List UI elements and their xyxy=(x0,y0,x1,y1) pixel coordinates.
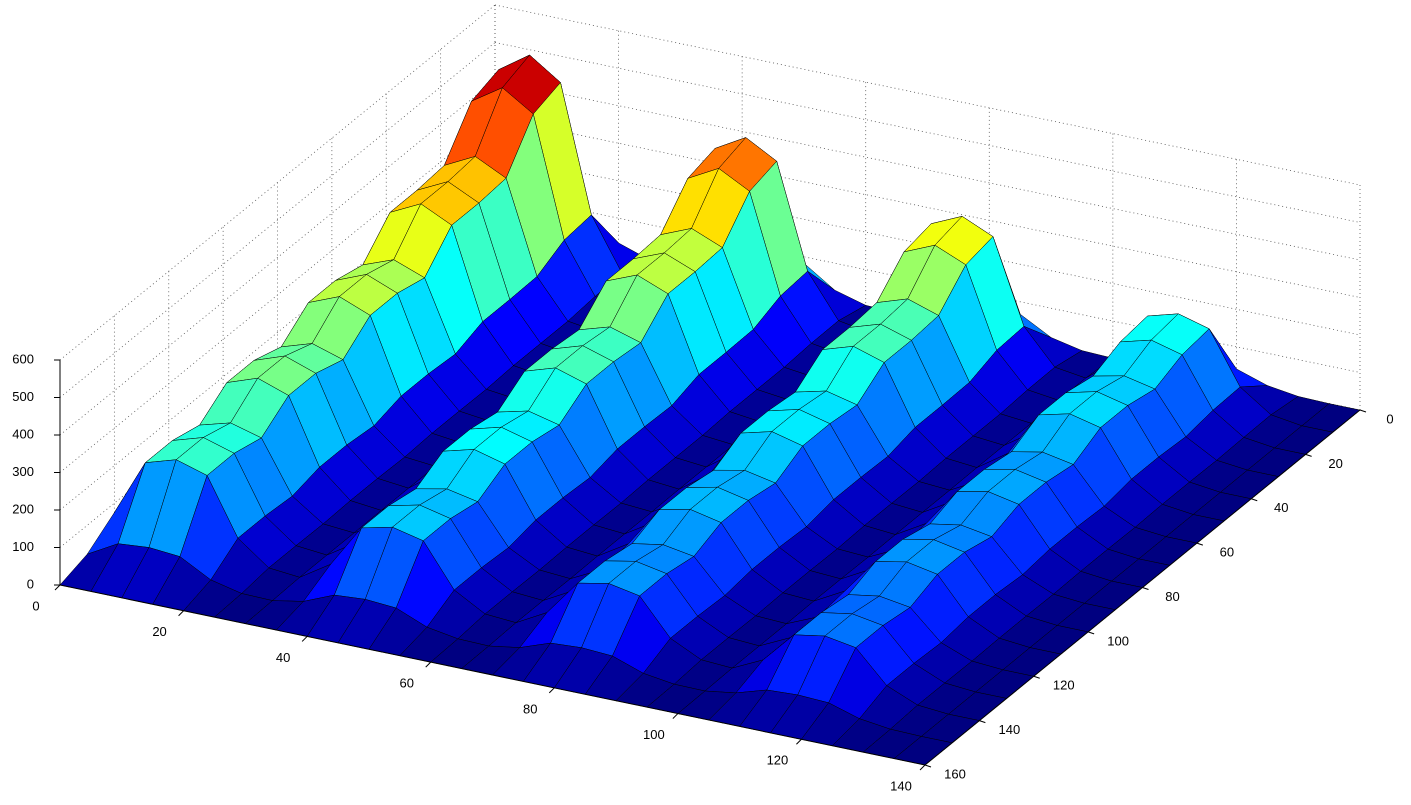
grid-line xyxy=(494,154,1361,336)
grid-line xyxy=(59,4,496,361)
tick-mark xyxy=(1196,542,1204,546)
tick-mark xyxy=(796,738,802,745)
x-tick-label: 120 xyxy=(767,753,789,768)
tick-mark xyxy=(1087,631,1095,635)
tick-mark xyxy=(1033,675,1040,679)
tick-mark xyxy=(54,584,61,591)
grid-line xyxy=(494,79,1361,261)
y-tick-label: 20 xyxy=(1328,456,1342,471)
tick-mark xyxy=(1359,409,1367,413)
z-tick-label: 600 xyxy=(12,351,34,366)
x-tick-label: 80 xyxy=(523,701,537,716)
tick-mark xyxy=(924,764,932,768)
grid-line xyxy=(494,4,1361,186)
z-tick-label: 0 xyxy=(27,576,34,591)
grid-line xyxy=(494,117,1361,298)
grid-line xyxy=(59,154,496,511)
tick-mark xyxy=(672,713,679,719)
x-tick-label: 60 xyxy=(399,676,413,691)
y-tick-label: 40 xyxy=(1274,500,1288,515)
z-tick-label: 400 xyxy=(12,426,34,441)
x-axis xyxy=(59,584,926,766)
y-tick-label: 60 xyxy=(1220,545,1234,560)
y-tick-label: 120 xyxy=(1053,678,1075,693)
y-tick-label: 80 xyxy=(1165,589,1179,604)
x-tick-label: 40 xyxy=(276,650,290,665)
tick-mark xyxy=(301,636,308,642)
z-tick-label: 500 xyxy=(12,389,34,404)
z-tick-label: 100 xyxy=(12,539,34,554)
z-tick-label: 200 xyxy=(12,501,34,516)
tick-mark xyxy=(1142,587,1149,590)
tick-mark xyxy=(548,687,555,694)
tick-mark xyxy=(1305,453,1312,457)
tick-mark xyxy=(425,661,432,668)
tick-mark xyxy=(178,610,184,617)
grid-line xyxy=(59,42,496,398)
tick-mark xyxy=(979,720,986,724)
x-tick-label: 100 xyxy=(643,727,665,742)
y-tick-label: 160 xyxy=(944,766,966,781)
y-tick-label: 0 xyxy=(1386,411,1393,426)
y-tick-label: 100 xyxy=(1107,633,1129,648)
tick-mark xyxy=(919,764,926,771)
z-tick-label: 300 xyxy=(12,464,34,479)
grid-line xyxy=(59,79,496,436)
grid-line xyxy=(59,117,496,473)
tick-mark xyxy=(1251,498,1258,502)
x-tick-label: 140 xyxy=(890,778,912,793)
y-tick-label: 140 xyxy=(999,722,1021,737)
x-tick-label: 20 xyxy=(152,624,166,639)
x-tick-label: 0 xyxy=(32,598,39,613)
grid-line xyxy=(494,42,1361,223)
